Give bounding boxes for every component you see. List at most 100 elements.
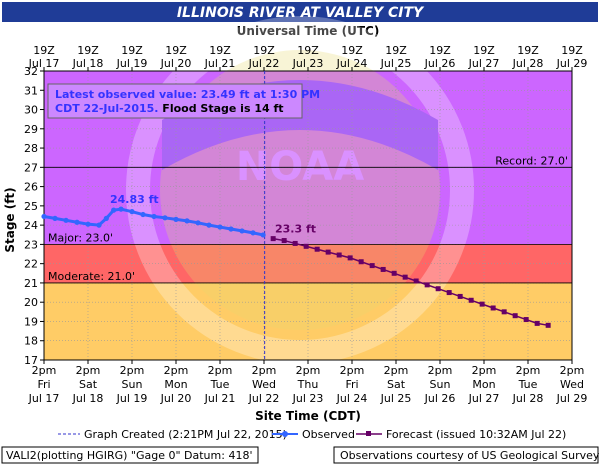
bottom-tick-time: 2pm xyxy=(252,364,277,377)
legend-created-label: Graph Created (2:21PM Jul 22, 2015) xyxy=(84,428,287,441)
observed-point xyxy=(118,206,124,212)
forecast-point xyxy=(270,236,276,242)
top-tick-hour: 19Z xyxy=(77,44,99,57)
bottom-tick-date: Jul 21 xyxy=(204,392,236,405)
legend-observed-marker xyxy=(282,431,288,437)
forecast-point xyxy=(468,297,474,303)
info-line2-black: Flood Stage is 14 ft xyxy=(158,102,283,115)
bottom-tick-date: Jul 20 xyxy=(160,392,192,405)
bottom-tick-day: Fri xyxy=(345,378,358,391)
bottom-tick-date: Jul 28 xyxy=(512,392,544,405)
observed-point xyxy=(250,230,256,236)
footer-right: Observations courtesy of US Geological S… xyxy=(340,449,600,462)
bottom-tick-day: Tue xyxy=(210,378,230,391)
forecast-point xyxy=(424,282,430,288)
bottom-tick-day: Wed xyxy=(560,378,584,391)
top-tick-date: Jul 18 xyxy=(72,57,104,70)
forecast-point xyxy=(336,252,342,258)
top-tick-date: Jul 25 xyxy=(380,57,412,70)
legend-forecast-label: Forecast (issued 10:32AM Jul 22) xyxy=(386,428,566,441)
observed-point xyxy=(239,228,245,234)
bottom-tick-day: Tue xyxy=(518,378,538,391)
top-tick-hour: 19Z xyxy=(297,44,319,57)
bottom-tick-day: Sat xyxy=(387,378,406,391)
top-tick-date: Jul 20 xyxy=(160,57,192,70)
top-tick-date: Jul 17 xyxy=(28,57,60,70)
top-tick-date: Jul 29 xyxy=(556,57,588,70)
forecast-point xyxy=(402,274,408,280)
top-tick-date: Jul 27 xyxy=(468,57,500,70)
bottom-tick-date: Jul 27 xyxy=(468,392,500,405)
y-tick-label: 27 xyxy=(24,161,38,174)
observed-point xyxy=(140,211,146,218)
chart-title: ILLINOIS RIVER AT VALLEY CITY xyxy=(177,5,425,21)
bottom-tick-date: Jul 23 xyxy=(292,392,324,405)
bottom-tick-day: Sun xyxy=(430,378,451,391)
bottom-tick-day: Wed xyxy=(252,378,276,391)
observed-point xyxy=(228,226,234,232)
top-tick-date: Jul 26 xyxy=(424,57,456,70)
top-tick-hour: 19Z xyxy=(341,44,363,57)
top-tick-date: Jul 22 xyxy=(248,57,280,70)
footer-right-box xyxy=(333,446,599,464)
bottom-tick-date: Jul 25 xyxy=(380,392,412,405)
bottom-tick-time: 2pm xyxy=(296,364,321,377)
forecast-point xyxy=(391,270,397,276)
y-tick-label: 26 xyxy=(24,181,38,194)
observed-point xyxy=(162,215,168,221)
observed-point xyxy=(41,213,47,220)
major-label: Major: 23.0' xyxy=(48,231,113,244)
top-tick-date: Jul 21 xyxy=(204,57,236,70)
seal-disc xyxy=(160,50,440,330)
noaa-watermark: NOAA xyxy=(126,16,474,364)
top-tick-hour: 19Z xyxy=(429,44,451,57)
y-tick-label: 24 xyxy=(24,219,38,232)
y-tick-label: 20 xyxy=(24,296,38,309)
legend-forecast-marker xyxy=(366,431,371,436)
top-tick-date: Jul 19 xyxy=(116,57,148,70)
forecast-point xyxy=(413,278,419,284)
y-tick-label: 18 xyxy=(24,335,38,348)
forecast-point xyxy=(347,255,353,261)
forecast-point xyxy=(292,240,298,246)
forecast-point xyxy=(490,305,496,311)
top-tick-hour: 19Z xyxy=(473,44,495,57)
observed-point xyxy=(129,209,135,215)
bottom-tick-time: 2pm xyxy=(472,364,497,377)
footer-left-box xyxy=(1,446,259,464)
footer-left: VALI2(plotting HGIRG) "Gage 0" Datum: 41… xyxy=(6,449,252,462)
bottom-axis-title: Site Time (CDT) xyxy=(255,409,361,423)
y-tick-label: 28 xyxy=(24,142,38,155)
top-tick-hour: 19Z xyxy=(121,44,143,57)
forecast-point xyxy=(281,238,287,244)
observed-point xyxy=(103,215,109,221)
forecast-point xyxy=(457,293,463,299)
info-box xyxy=(47,83,303,119)
bottom-tick-day: Mon xyxy=(472,378,495,391)
top-tick-hour: 19Z xyxy=(165,44,187,57)
y-tick-label: 30 xyxy=(24,104,38,117)
observed-point xyxy=(151,213,157,220)
observed-point xyxy=(85,221,91,227)
bottom-tick-day: Fri xyxy=(37,378,50,391)
bottom-tick-time: 2pm xyxy=(340,364,365,377)
forecast-point xyxy=(435,286,441,292)
forecast-start-annotation: 23.3 ft xyxy=(275,223,316,236)
y-tick-label: 32 xyxy=(24,65,38,78)
observed-point xyxy=(206,222,212,228)
forecast-point xyxy=(314,246,320,252)
bottom-tick-time: 2pm xyxy=(208,364,233,377)
svg-text:CDT 22-Jul-2015. Flood Stage i: CDT 22-Jul-2015. Flood Stage is 14 ft xyxy=(55,102,284,115)
top-tick-hour: 19Z xyxy=(517,44,539,57)
bottom-tick-time: 2pm xyxy=(164,364,189,377)
crest-annotation: 24.83 ft xyxy=(110,193,159,206)
y-axis-title: Stage (ft) xyxy=(3,187,17,252)
record-label: Record: 27.0' xyxy=(495,154,568,167)
bottom-tick-day: Thu xyxy=(297,378,319,391)
forecast-point xyxy=(523,317,529,323)
bottom-tick-time: 2pm xyxy=(516,364,541,377)
forecast-point xyxy=(501,309,507,315)
seal-ring xyxy=(126,16,474,364)
forecast-point xyxy=(534,320,540,326)
